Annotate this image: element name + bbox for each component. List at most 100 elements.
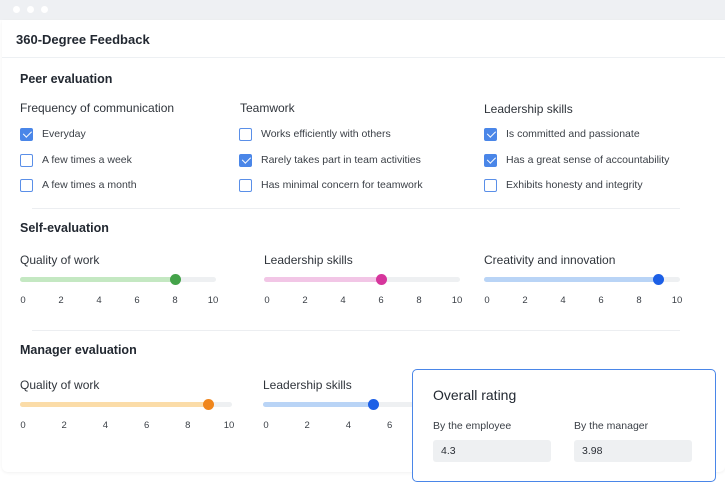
slider-tick-label: 8 <box>172 295 178 306</box>
slider-track[interactable] <box>20 399 232 410</box>
slider-fill <box>20 402 209 407</box>
checkbox-option[interactable]: Everyday <box>20 126 86 142</box>
slider-track[interactable] <box>264 274 460 285</box>
slider-tick-label: 6 <box>143 420 150 431</box>
slider-thumb[interactable] <box>375 274 387 285</box>
checkbox-label: Works efficiently with others <box>261 128 391 140</box>
slider-tick-label: 2 <box>302 295 308 306</box>
overall-rating-title: Overall rating <box>433 387 517 403</box>
slider-tick-label: 10 <box>223 420 235 431</box>
manager-rating-label: By the manager <box>574 420 649 432</box>
checkbox-label: Everyday <box>42 128 86 140</box>
checkbox-unchecked-icon[interactable] <box>20 178 33 192</box>
slider-tick-label: 4 <box>102 420 109 431</box>
slider-tick-label: 0 <box>264 295 270 306</box>
slider-tick-label: 6 <box>386 420 393 431</box>
checkbox-unchecked-icon[interactable] <box>484 178 497 192</box>
self-evaluation-title: Self-evaluation <box>20 221 109 235</box>
peer-evaluation-title: Peer evaluation <box>20 72 113 86</box>
manager-rating-field[interactable]: 3.98 <box>574 440 692 462</box>
rating-slider: Creativity and innovation 0 2 4 6 8 10 <box>484 253 682 306</box>
checkbox-checked-icon[interactable] <box>239 153 252 167</box>
window-dot-icon[interactable] <box>41 6 48 13</box>
slider-tick-label: 10 <box>207 295 219 306</box>
slider-label: Quality of work <box>20 253 100 267</box>
rating-slider: Quality of work 0 2 4 6 8 10 <box>20 378 234 431</box>
slider-tick-label: 0 <box>20 295 26 306</box>
slider-thumb[interactable] <box>202 399 214 410</box>
window-header: 360-Degree Feedback <box>2 20 725 58</box>
slider-tick-label: 8 <box>636 295 642 306</box>
slider-tick-label: 2 <box>58 295 64 306</box>
slider-tick-label: 10 <box>671 295 683 306</box>
group-label-leadership: Leadership skills <box>484 102 573 116</box>
checkbox-option[interactable]: Is committed and passionate <box>484 126 640 142</box>
group-label-teamwork: Teamwork <box>240 101 295 115</box>
overall-rating-card: Overall rating By the employee 4.3 By th… <box>412 369 716 482</box>
slider-tick-labels: 0 2 4 6 8 10 <box>20 295 219 307</box>
slider-tick-label: 2 <box>61 420 67 431</box>
checkbox-option[interactable]: Has minimal concern for teamwork <box>239 177 423 193</box>
slider-tick-label: 4 <box>96 295 102 306</box>
slider-thumb[interactable] <box>652 274 664 285</box>
checkbox-label: Exhibits honesty and integrity <box>506 179 643 191</box>
checkbox-option[interactable]: Has a great sense of accountability <box>484 152 669 168</box>
group-label-communication: Frequency of communication <box>20 101 175 115</box>
slider-tick-labels: 0 2 4 6 8 10 <box>20 420 235 432</box>
slider-tick-label: 2 <box>304 420 310 431</box>
slider-tick-label: 4 <box>340 295 346 306</box>
checkbox-checked-icon[interactable] <box>484 127 497 141</box>
slider-label: Creativity and innovation <box>484 253 616 267</box>
checkbox-checked-icon[interactable] <box>484 153 497 167</box>
slider-label: Leadership skills <box>263 378 352 392</box>
slider-tick-label: 4 <box>560 295 566 306</box>
checkbox-label: A few times a month <box>42 179 137 191</box>
slider-tick-label: 8 <box>185 420 191 431</box>
slider-tick-label: 6 <box>598 295 604 306</box>
section-divider <box>32 330 680 331</box>
slider-tick-label: 8 <box>416 295 422 306</box>
checkbox-option[interactable]: Rarely takes part in team activities <box>239 152 421 168</box>
slider-tick-label: 0 <box>484 295 490 306</box>
checkbox-option[interactable]: Works efficiently with others <box>239 126 391 142</box>
slider-fill <box>264 277 381 282</box>
slider-track[interactable] <box>20 274 216 285</box>
checkbox-label: Is committed and passionate <box>506 128 640 140</box>
slider-fill <box>20 277 175 282</box>
slider-tick-label: 6 <box>134 295 140 306</box>
employee-rating-label: By the employee <box>433 420 512 432</box>
slider-label: Quality of work <box>20 378 100 392</box>
slider-track[interactable] <box>263 399 475 410</box>
rating-slider: Quality of work 0 2 4 6 8 10 <box>20 253 218 306</box>
section-divider <box>32 208 680 209</box>
slider-tick-label: 2 <box>522 295 528 306</box>
checkbox-unchecked-icon[interactable] <box>239 127 252 141</box>
slider-tick-label: 10 <box>451 295 463 306</box>
slider-track[interactable] <box>484 274 680 285</box>
checkbox-option[interactable]: Exhibits honesty and integrity <box>484 177 643 193</box>
employee-rating-field[interactable]: 4.3 <box>433 440 551 462</box>
slider-label: Leadership skills <box>264 253 353 267</box>
slider-tick-labels: 0 2 4 6 8 10 <box>484 295 683 307</box>
checkbox-label: Has minimal concern for teamwork <box>261 179 423 191</box>
page-title: 360-Degree Feedback <box>16 32 150 47</box>
checkbox-label: Rarely takes part in team activities <box>261 154 421 166</box>
checkbox-label: A few times a week <box>42 154 132 166</box>
checkbox-checked-icon[interactable] <box>20 127 33 141</box>
checkbox-option[interactable]: A few times a month <box>20 177 137 193</box>
slider-fill <box>484 277 658 282</box>
slider-thumb[interactable] <box>367 399 379 410</box>
window-titlebar <box>0 0 725 20</box>
slider-fill <box>263 402 374 407</box>
checkbox-unchecked-icon[interactable] <box>20 153 33 167</box>
slider-tick-label: 4 <box>345 420 352 431</box>
feedback-window: 360-Degree Feedback Peer evaluation Freq… <box>2 20 725 472</box>
checkbox-unchecked-icon[interactable] <box>239 178 252 192</box>
slider-tick-label: 6 <box>378 295 384 306</box>
slider-thumb[interactable] <box>169 274 181 285</box>
checkbox-option[interactable]: A few times a week <box>20 152 132 168</box>
slider-tick-label: 0 <box>263 420 269 431</box>
window-dot-icon[interactable] <box>13 6 20 13</box>
slider-tick-label: 0 <box>20 420 26 431</box>
window-dot-icon[interactable] <box>27 6 34 13</box>
